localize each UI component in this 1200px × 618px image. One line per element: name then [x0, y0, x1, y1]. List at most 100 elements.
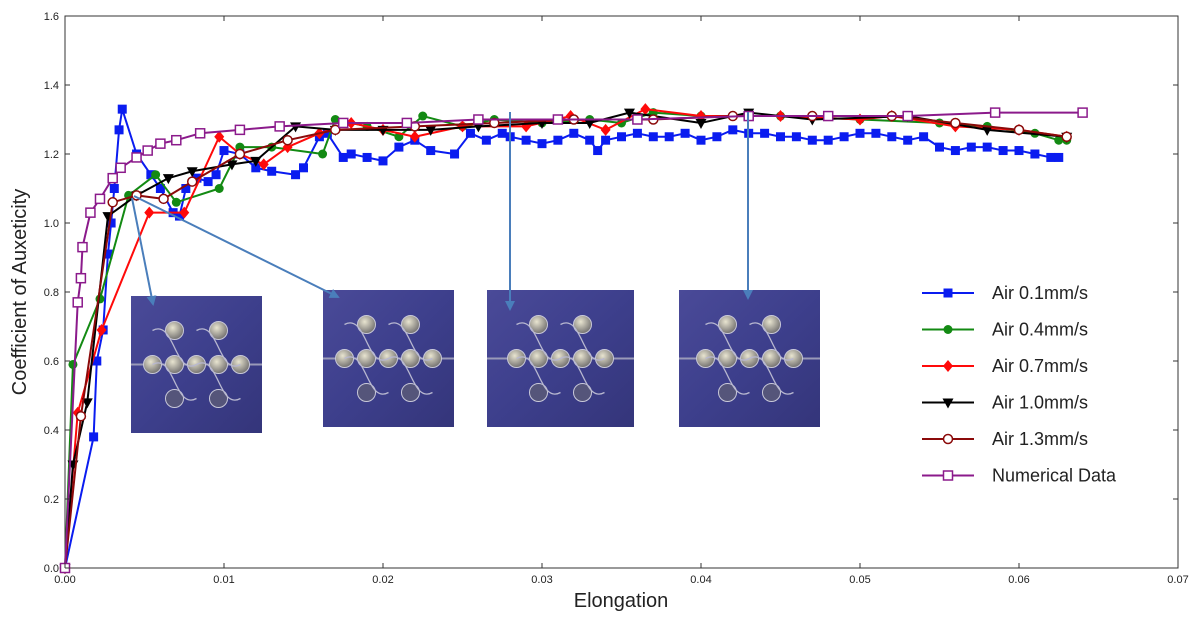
marker: [601, 135, 611, 145]
inset-photo: [323, 290, 454, 427]
marker: [481, 135, 491, 145]
marker: [338, 117, 349, 129]
marker: [807, 135, 817, 145]
marker: [943, 325, 953, 334]
marker: [497, 128, 507, 138]
marker: [214, 184, 224, 193]
photo-ligament: [516, 356, 561, 395]
marker: [226, 160, 238, 171]
photo-disc: [165, 389, 184, 408]
marker: [1030, 149, 1040, 159]
marker: [950, 117, 961, 129]
x-tick-label: 0.00: [54, 574, 75, 586]
marker: [75, 410, 87, 422]
marker: [632, 114, 643, 125]
photo-ligament: [196, 362, 241, 401]
marker: [234, 124, 246, 136]
marker: [943, 360, 953, 372]
photo-disc: [529, 383, 548, 402]
photo-disc: [529, 315, 548, 334]
marker: [85, 207, 96, 218]
photo-ligament: [344, 322, 389, 361]
marker: [346, 149, 356, 159]
marker: [418, 111, 428, 121]
x-tick-label: 0.01: [213, 574, 234, 586]
marker: [887, 132, 897, 142]
marker: [299, 163, 308, 173]
marker: [106, 218, 116, 228]
y-tick-label: 1.6: [44, 11, 59, 23]
marker: [552, 114, 564, 125]
photo-disc: [401, 383, 420, 402]
marker: [640, 103, 651, 116]
marker: [158, 193, 169, 205]
photo-ligament: [560, 322, 605, 361]
marker: [1014, 146, 1024, 156]
marker: [117, 104, 127, 114]
legend-item: Numerical Data: [922, 466, 1117, 486]
inset-photo: [487, 290, 634, 427]
marker: [648, 132, 658, 142]
photo-disc: [718, 315, 737, 334]
arrows: [131, 112, 753, 311]
photo-disc: [762, 383, 781, 402]
marker: [211, 170, 221, 180]
legend-label: Air 0.4mm/s: [992, 320, 1088, 340]
photo-ligament: [344, 356, 389, 395]
marker: [234, 148, 246, 160]
y-tick-label: 1.2: [44, 149, 59, 161]
marker: [823, 135, 833, 145]
marker: [537, 139, 547, 149]
photo-ligament: [152, 362, 197, 401]
marker: [902, 110, 913, 122]
marker: [903, 135, 913, 145]
photo-ligament: [560, 356, 605, 395]
marker: [950, 146, 960, 156]
marker: [982, 142, 992, 152]
photo-disc: [209, 389, 228, 408]
x-tick-label: 0.05: [849, 574, 870, 586]
marker: [623, 108, 635, 119]
photo-disc: [209, 321, 228, 340]
marker: [144, 206, 155, 219]
x-tick-label: 0.02: [372, 574, 393, 586]
marker: [617, 132, 626, 142]
marker: [1054, 135, 1064, 145]
legend-label: Air 1.3mm/s: [992, 429, 1088, 449]
y-tick-label: 0.2: [44, 494, 59, 506]
marker: [1061, 131, 1072, 142]
y-tick-label: 1.4: [44, 80, 59, 92]
marker: [155, 184, 165, 193]
marker: [593, 146, 603, 156]
series: [59, 108, 1073, 574]
arrow: [133, 195, 340, 298]
legend-label: Numerical Data: [992, 466, 1117, 486]
marker: [760, 128, 770, 138]
marker: [450, 149, 460, 159]
marker: [632, 128, 642, 138]
marker: [776, 132, 785, 142]
marker: [966, 142, 976, 152]
marker: [1046, 152, 1056, 162]
legend-item: Air 0.7mm/s: [922, 356, 1088, 376]
photo-ligament: [388, 356, 433, 395]
marker: [267, 166, 277, 176]
plot-marks: [59, 103, 1088, 574]
marker: [1054, 152, 1064, 162]
marker: [115, 162, 126, 174]
marker: [171, 134, 182, 146]
legend-item: Air 0.1mm/s: [922, 283, 1088, 303]
photo-disc: [718, 383, 737, 402]
marker: [942, 398, 954, 409]
marker: [553, 135, 563, 145]
marker: [181, 184, 191, 193]
marker: [465, 128, 475, 138]
marker: [251, 163, 261, 173]
marker: [89, 432, 99, 442]
marker: [472, 122, 484, 133]
marker: [96, 323, 107, 336]
marker: [600, 123, 611, 136]
marker: [935, 142, 944, 152]
marker: [839, 132, 849, 142]
marker: [114, 125, 124, 135]
